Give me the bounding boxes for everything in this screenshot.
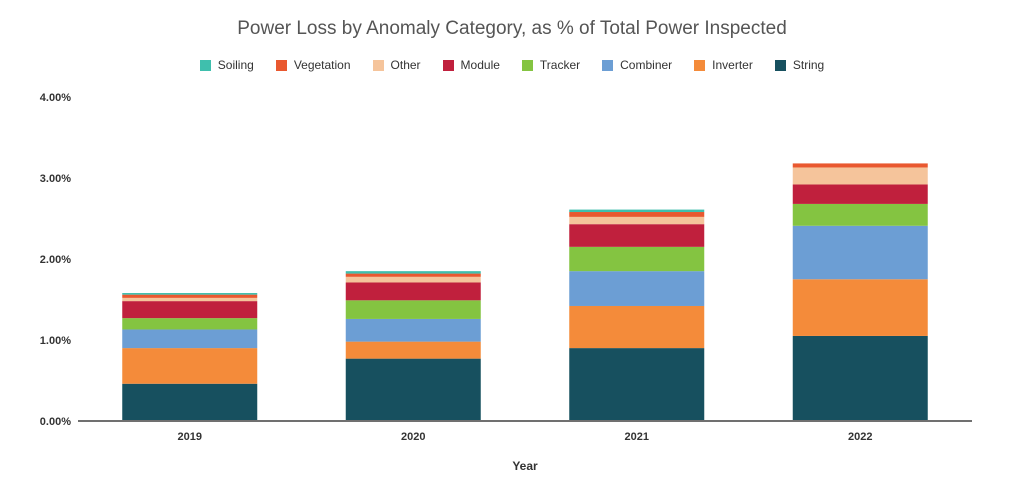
bar-segment-string-2022 — [792, 335, 928, 421]
bar-segment-tracker-2019 — [122, 318, 258, 330]
bar-segment-soiling-2019 — [122, 293, 258, 295]
bar-segment-tracker-2021 — [569, 246, 705, 272]
legend-label: Other — [390, 58, 421, 72]
bar-segment-string-2021 — [569, 348, 705, 421]
bar-segment-other-2022 — [792, 167, 928, 185]
chart-legend: Soiling Vegetation Other Module Tracker Combi… — [0, 58, 1024, 72]
x-tick-label: 2020 — [401, 431, 425, 443]
legend-label: Inverter — [712, 58, 753, 72]
bar-segment-module-2019 — [122, 301, 258, 319]
legend-swatch — [199, 59, 211, 71]
bar-segment-other-2019 — [122, 297, 258, 302]
bar-segment-soiling-2020 — [345, 271, 481, 274]
bar-segment-inverter-2021 — [569, 305, 705, 349]
bar-segment-inverter-2020 — [345, 341, 481, 359]
bar-segment-vegetation-2019 — [122, 294, 258, 298]
bar-segment-soiling-2021 — [569, 209, 705, 213]
bar-segment-string-2020 — [345, 358, 481, 421]
legend-swatch — [602, 59, 614, 71]
y-tick-label: 3.00% — [40, 173, 71, 185]
bar-segment-string-2019 — [122, 383, 258, 421]
legend-swatch — [774, 59, 786, 71]
bar-segment-tracker-2022 — [792, 203, 928, 226]
bar-segment-combiner-2020 — [345, 318, 481, 342]
bar-segment-tracker-2020 — [345, 300, 481, 319]
x-tick-label: 2021 — [625, 431, 649, 443]
legend-swatch — [694, 59, 706, 71]
y-tick-label: 4.00% — [40, 92, 71, 104]
legend-label: Combiner — [620, 58, 673, 72]
legend-label: Soiling — [217, 58, 254, 72]
legend-item-tracker[interactable]: Tracker — [521, 58, 581, 72]
bar-segment-module-2020 — [345, 282, 481, 301]
bar-segment-other-2020 — [345, 276, 481, 283]
legend-item-string[interactable]: String — [774, 58, 825, 72]
legend-swatch — [372, 59, 384, 71]
bar-segment-module-2022 — [792, 184, 928, 204]
legend-item-module[interactable]: Module — [442, 58, 500, 72]
x-tick-label: 2022 — [848, 431, 872, 443]
legend-item-combiner[interactable]: Combiner — [602, 58, 672, 72]
legend-item-other[interactable]: Other — [372, 58, 421, 72]
bar-segment-combiner-2019 — [122, 329, 258, 349]
legend-label: Module — [460, 58, 500, 72]
x-tick-label: 2019 — [178, 431, 202, 443]
legend-item-inverter[interactable]: Inverter — [694, 58, 753, 72]
bar-segment-vegetation-2021 — [569, 212, 705, 217]
bar-segment-inverter-2019 — [122, 348, 258, 384]
legend-label: String — [792, 58, 825, 72]
legend-swatch — [521, 59, 533, 71]
bar-segment-vegetation-2020 — [345, 273, 481, 277]
bar-segment-inverter-2022 — [792, 279, 928, 336]
legend-item-vegetation[interactable]: Vegetation — [275, 58, 351, 72]
y-tick-label: 1.00% — [40, 335, 71, 347]
legend-swatch — [442, 59, 454, 71]
bar-segment-vegetation-2022 — [792, 163, 928, 168]
y-tick-label: 2.00% — [40, 254, 71, 266]
bar-segment-combiner-2022 — [792, 225, 928, 280]
bar-segment-combiner-2021 — [569, 271, 705, 306]
legend-item-soiling[interactable]: Soiling — [199, 58, 254, 72]
legend-label: Vegetation — [293, 58, 351, 72]
bar-segment-module-2021 — [569, 224, 705, 247]
x-axis-title: Year — [512, 459, 538, 473]
legend-label: Tracker — [539, 58, 581, 72]
chart-title: Power Loss by Anomaly Category, as % of … — [237, 18, 787, 39]
bar-segment-other-2021 — [569, 216, 705, 225]
legend-swatch — [275, 59, 287, 71]
y-tick-label: 0.00% — [40, 416, 71, 428]
